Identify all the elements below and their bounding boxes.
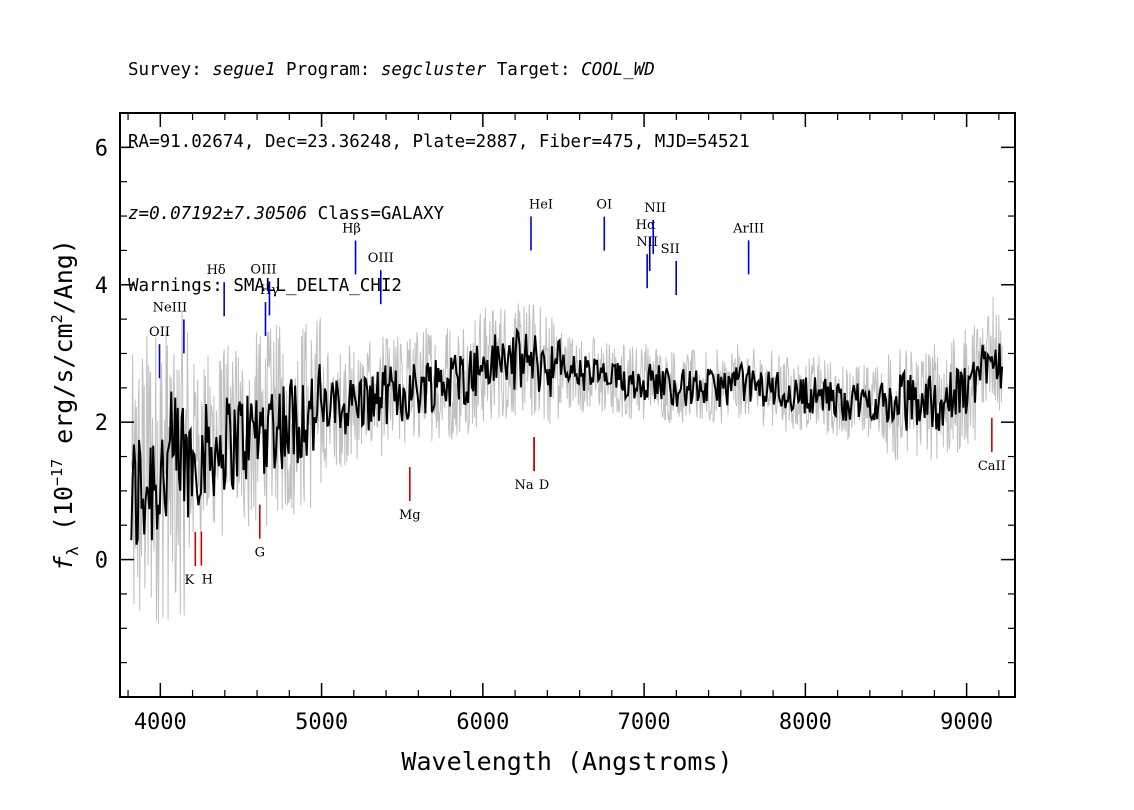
emission-line-label: Hα bbox=[636, 218, 656, 233]
emission-line-label: OII bbox=[149, 325, 170, 340]
emission-line-label: NII bbox=[644, 201, 666, 216]
x-tick-label: 5000 bbox=[295, 710, 348, 735]
x-tick-label: 6000 bbox=[456, 710, 509, 735]
absorption-line-label: K bbox=[184, 573, 194, 588]
program-label: Program: bbox=[275, 60, 381, 80]
emission-line-label: Hβ bbox=[342, 221, 361, 236]
absorption-line-label: Na bbox=[515, 478, 534, 493]
x-tick-label: 9000 bbox=[940, 710, 993, 735]
emission-line-label: OIII bbox=[250, 262, 276, 277]
smoothed-flux-layer bbox=[130, 327, 1004, 545]
target-value: COOL_WD bbox=[581, 60, 655, 80]
emission-line-label: NeIII bbox=[153, 300, 187, 315]
header-line-survey: Survey: segue1 Program: segcluster Targe… bbox=[128, 58, 750, 82]
program-value: segcluster bbox=[380, 60, 487, 80]
axis-ticks: 4000 5000 6000 7000 8000 9000 0 2 4 6 bbox=[95, 112, 1015, 735]
x-axis-label: Wavelength (Angstroms) bbox=[401, 747, 732, 776]
redshift-value: z=0.07192±7.30506 bbox=[128, 204, 308, 224]
spectrum-header: Survey: segue1 Program: segcluster Targe… bbox=[128, 10, 750, 322]
survey-value: segue1 bbox=[212, 60, 276, 80]
emission-line-label: ArIII bbox=[732, 221, 764, 236]
emission-line-label: NII bbox=[636, 235, 658, 250]
plot-frame bbox=[119, 112, 1016, 698]
x-tick-label: 8000 bbox=[779, 710, 832, 735]
emission-line-label: HeI bbox=[529, 197, 553, 212]
smoothed-flux-line bbox=[130, 327, 1004, 545]
absorption-line-label: H bbox=[202, 572, 213, 587]
absorption-line-label: Mg bbox=[399, 508, 421, 523]
absorption-line-label: D bbox=[539, 478, 549, 493]
absorption-line-label: CaII bbox=[978, 459, 1006, 474]
emission-line-label: SII bbox=[661, 242, 680, 257]
y-tick-label: 4 bbox=[95, 274, 108, 299]
x-tick-label: 7000 bbox=[618, 710, 671, 735]
class-value: Class=GALAXY bbox=[307, 204, 445, 224]
y-axis-label: fλ (10−17 erg/s/cm2/Ang) bbox=[48, 239, 82, 571]
y-tick-label: 6 bbox=[95, 136, 108, 161]
y-tick-label: 0 bbox=[95, 549, 108, 574]
emission-line-label: OIII bbox=[368, 251, 394, 266]
header-line-coords: RA=91.02674, Dec=23.36248, Plate=2887, F… bbox=[128, 132, 750, 152]
absorption-line-label: G bbox=[255, 546, 265, 561]
x-tick-label: 4000 bbox=[134, 710, 187, 735]
survey-label: Survey: bbox=[128, 60, 213, 80]
emission-line-label: Hδ bbox=[207, 263, 226, 278]
target-label: Target: bbox=[486, 60, 582, 80]
header-line-warnings: Warnings: SMALL_DELTA_CHI2 bbox=[128, 276, 402, 296]
emission-line-label: OI bbox=[596, 198, 612, 213]
y-tick-label: 2 bbox=[95, 411, 108, 436]
raw-flux-layer bbox=[130, 296, 1003, 625]
header-line-redshift: z=0.07192±7.30506 Class=GALAXY bbox=[128, 202, 750, 226]
raw-flux-line bbox=[130, 296, 1003, 625]
